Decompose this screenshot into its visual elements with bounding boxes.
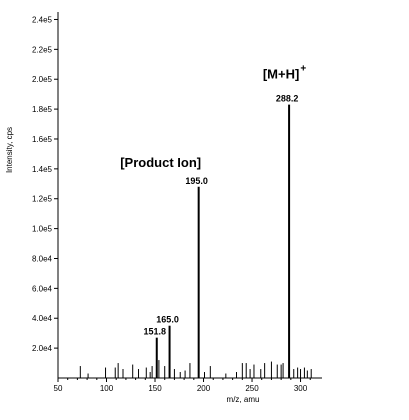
x-tick-label: 50 <box>54 384 63 393</box>
molecular-ion-annotation: [M+H] <box>263 67 299 82</box>
peak-label: 151.8 <box>143 327 166 337</box>
y-axis-label: Intensity, cps <box>5 127 14 173</box>
x-tick-label: 150 <box>148 384 162 393</box>
x-axis-label: m/z, amu <box>227 395 260 404</box>
y-tick-label: 1.2e5 <box>32 195 53 204</box>
peak-labels: 151.8 165.0 195.0 288.2 <box>143 94 298 337</box>
molecular-ion-charge: + <box>300 64 306 75</box>
x-tick-label: 300 <box>294 384 308 393</box>
y-tick-label: 4.0e4 <box>32 314 53 323</box>
y-tick-label: 2.4e5 <box>32 15 53 24</box>
peak-label: 288.2 <box>276 94 299 104</box>
y-tick-label: 1.8e5 <box>32 105 53 114</box>
y-tick-label: 6.0e4 <box>32 284 53 293</box>
y-tick-label: 2.0e5 <box>32 75 53 84</box>
x-tick-label: 200 <box>197 384 211 393</box>
y-tick-label: 1.4e5 <box>32 165 53 174</box>
peak-label: 195.0 <box>185 176 208 186</box>
chart-annotations: [Product Ion] [M+H] + <box>120 64 306 170</box>
x-tick-label: 100 <box>100 384 114 393</box>
x-axis-ticks: 50 100 150 200 250 300 <box>54 378 311 393</box>
y-tick-label: 1.6e5 <box>32 135 53 144</box>
y-tick-label: 2.2e5 <box>32 45 53 54</box>
y-tick-label: 1.0e5 <box>32 225 53 234</box>
y-tick-label: 8.0e4 <box>32 254 53 263</box>
y-axis-ticks: 2.0e4 4.0e4 6.0e4 8.0e4 1.0e5 1.2e5 1.4e5 1.6e5… <box>32 15 58 353</box>
spectrum-peaks <box>79 104 312 378</box>
product-ion-annotation: [Product Ion] <box>120 155 201 170</box>
y-tick-label: 2.0e4 <box>32 344 53 353</box>
x-tick-label: 250 <box>245 384 259 393</box>
peak-label: 165.0 <box>156 315 179 325</box>
